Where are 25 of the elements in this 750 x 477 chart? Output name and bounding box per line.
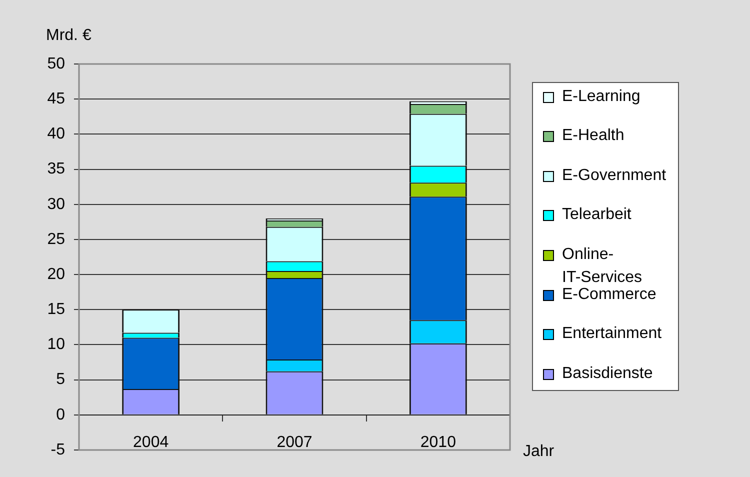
y-tick-label: 0 bbox=[56, 406, 66, 424]
y-tick-label: 20 bbox=[47, 266, 66, 283]
legend-label: Telearbeit bbox=[562, 206, 632, 224]
legend-label: Basisdienste bbox=[562, 364, 653, 382]
x-tick-label: 2004 bbox=[133, 434, 169, 451]
legend-label: Online-IT-Services bbox=[562, 246, 642, 286]
y-tick-label: 50 bbox=[47, 55, 66, 72]
x-tick-label: 2010 bbox=[420, 434, 456, 451]
x-axis-title: Jahr bbox=[523, 442, 554, 462]
legend-label: Entertainment bbox=[562, 325, 662, 342]
legend-label: E-Commerce bbox=[562, 286, 656, 302]
y-axis-title: Mrd. € bbox=[46, 26, 92, 46]
y-tick-label: 10 bbox=[47, 336, 66, 354]
y-tick-label: 25 bbox=[47, 230, 66, 248]
y-tick-label: 35 bbox=[47, 160, 66, 178]
y-tick-label: 40 bbox=[47, 126, 66, 143]
y-tick-label: 30 bbox=[47, 196, 66, 213]
x-tick-label: 2007 bbox=[276, 434, 312, 451]
y-tick-label: 45 bbox=[47, 90, 66, 108]
y-tick-label: -5 bbox=[50, 441, 66, 458]
y-tick-label: 5 bbox=[56, 371, 66, 388]
legend-label: E-Health bbox=[562, 127, 624, 144]
legend-label: E-Government bbox=[562, 166, 666, 184]
y-tick-label: 15 bbox=[47, 301, 66, 318]
legend-label: E-Learning bbox=[562, 88, 640, 104]
